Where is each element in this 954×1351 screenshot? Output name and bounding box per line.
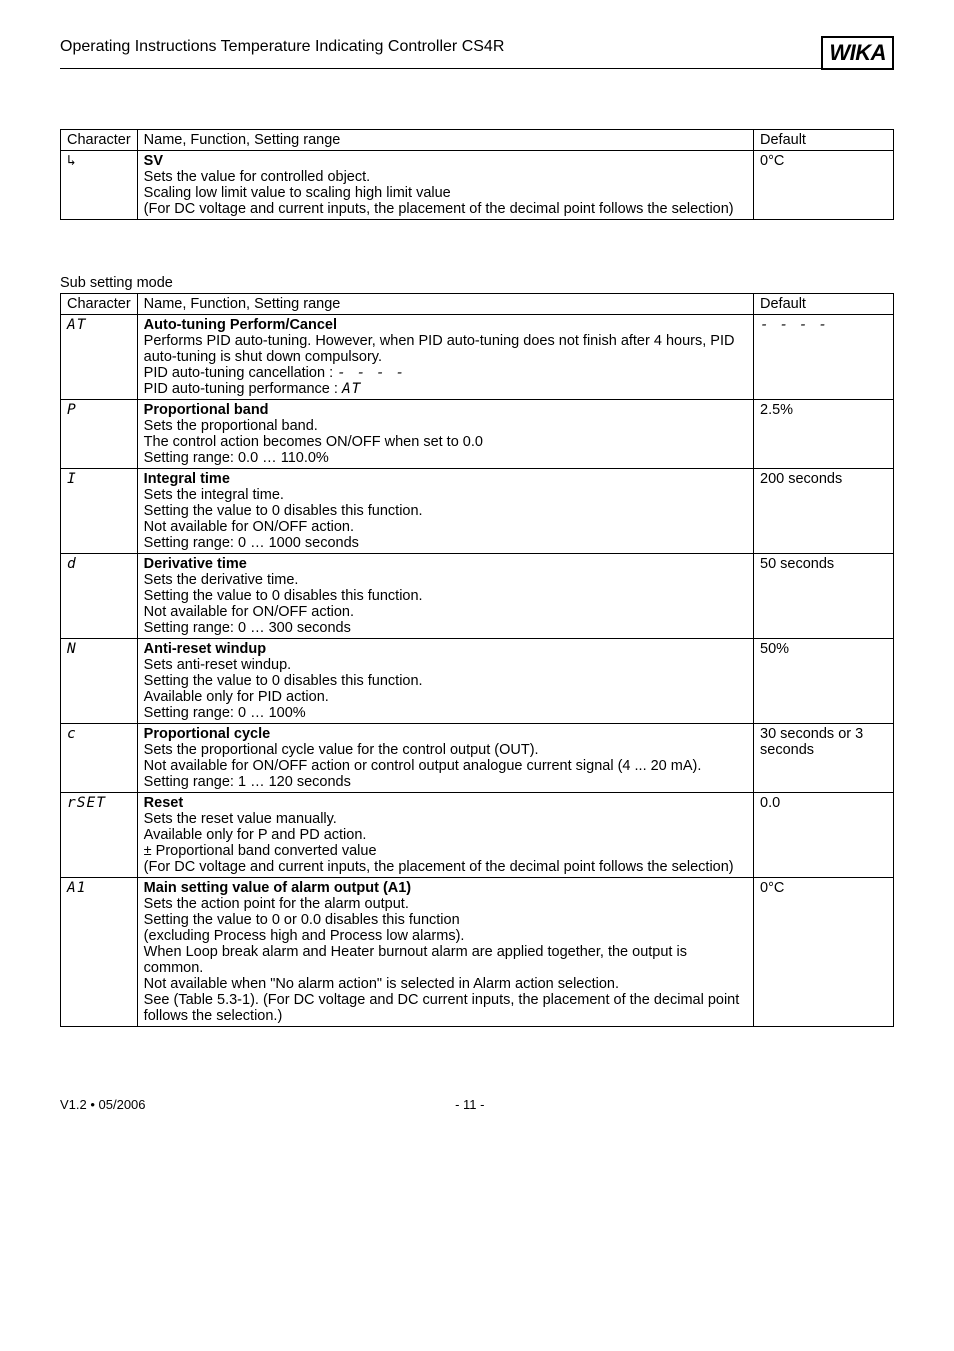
cell-description: Proportional band Sets the proportional … — [137, 400, 753, 469]
cell-description: Main setting value of alarm output (A1) … — [137, 878, 753, 1027]
row-extra1-prefix: PID auto-tuning cancellation : — [144, 365, 337, 381]
cell-character: A1 — [61, 878, 138, 1027]
footer-page-number: - 11 - — [455, 1097, 484, 1112]
table-row: AT Auto-tuning Perform/Cancel Performs P… — [61, 315, 894, 400]
table-row: N Anti-reset windup Sets anti-reset wind… — [61, 639, 894, 724]
table-row: A1 Main setting value of alarm output (A… — [61, 878, 894, 1027]
cell-description: Integral time Sets the integral time. Se… — [137, 469, 753, 554]
table-row: P Proportional band Sets the proportiona… — [61, 400, 894, 469]
row-name: Proportional band — [144, 402, 269, 418]
cell-character: I — [61, 469, 138, 554]
sub-setting-label: Sub setting mode — [60, 275, 894, 291]
cell-default: 0°C — [754, 878, 894, 1027]
cell-default: 50 seconds — [754, 554, 894, 639]
cell-description: Anti-reset windup Sets anti-reset windup… — [137, 639, 753, 724]
col-header-character: Character — [61, 130, 138, 151]
col-header-name: Name, Function, Setting range — [137, 294, 753, 315]
cell-character: P — [61, 400, 138, 469]
row-body: Sets the reset value manually. Available… — [144, 811, 734, 875]
cell-character: AT — [61, 315, 138, 400]
table-header-row: Character Name, Function, Setting range … — [61, 130, 894, 151]
cell-default: 2.5% — [754, 400, 894, 469]
table-row: d Derivative time Sets the derivative ti… — [61, 554, 894, 639]
row-body: Sets the value for controlled object. Sc… — [144, 169, 734, 217]
header-title: Operating Instructions Temperature Indic… — [60, 38, 504, 56]
page-footer: V1.2 • 05/2006 - 11 - — [60, 1097, 894, 1112]
table-row: c Proportional cycle Sets the proportion… — [61, 724, 894, 793]
col-header-name: Name, Function, Setting range — [137, 130, 753, 151]
cell-default: 0°C — [754, 151, 894, 220]
row-name: SV — [144, 153, 163, 169]
cell-default: 0.0 — [754, 793, 894, 878]
cell-description: Auto-tuning Perform/Cancel Performs PID … — [137, 315, 753, 400]
row-name: Integral time — [144, 471, 230, 487]
table-row: rSET Reset Sets the reset value manually… — [61, 793, 894, 878]
cell-description: SV Sets the value for controlled object.… — [137, 151, 753, 220]
table-row: ↳ SV Sets the value for controlled objec… — [61, 151, 894, 220]
row-extra2-seg: AT — [342, 381, 361, 397]
cell-default: 200 seconds — [754, 469, 894, 554]
row-body: Sets the action point for the alarm outp… — [144, 896, 740, 1024]
cell-default: 50% — [754, 639, 894, 724]
cell-default: 30 seconds or 3 seconds — [754, 724, 894, 793]
row-name: Reset — [144, 795, 184, 811]
col-header-default: Default — [754, 130, 894, 151]
footer-version: V1.2 • 05/2006 — [60, 1097, 146, 1112]
cell-description: Derivative time Sets the derivative time… — [137, 554, 753, 639]
row-extra2-prefix: PID auto-tuning performance : — [144, 381, 342, 397]
wika-logo: WIKA — [821, 36, 894, 70]
cell-character: d — [61, 554, 138, 639]
table-sub-setting: Character Name, Function, Setting range … — [60, 293, 894, 1027]
table-row: I Integral time Sets the integral time. … — [61, 469, 894, 554]
cell-default: - - - - — [754, 315, 894, 400]
page-header: Operating Instructions Temperature Indic… — [60, 30, 894, 69]
row-body: Sets the proportional cycle value for th… — [144, 742, 702, 790]
table-header-row: Character Name, Function, Setting range … — [61, 294, 894, 315]
row-name: Derivative time — [144, 556, 247, 572]
row-body: Sets the proportional band. The control … — [144, 418, 483, 466]
row-body: Performs PID auto-tuning. However, when … — [144, 333, 735, 365]
row-name: Proportional cycle — [144, 726, 271, 742]
row-name: Anti-reset windup — [144, 641, 266, 657]
col-header-character: Character — [61, 294, 138, 315]
cell-description: Proportional cycle Sets the proportional… — [137, 724, 753, 793]
table-top: Character Name, Function, Setting range … — [60, 129, 894, 220]
cell-description: Reset Sets the reset value manually. Ava… — [137, 793, 753, 878]
cell-character: ↳ — [61, 151, 138, 220]
cell-character: N — [61, 639, 138, 724]
row-name: Main setting value of alarm output (A1) — [144, 880, 411, 896]
row-body: Sets the derivative time. Setting the va… — [144, 572, 423, 636]
cell-character: rSET — [61, 793, 138, 878]
row-body: Sets the integral time. Setting the valu… — [144, 487, 423, 551]
row-body: Sets anti-reset windup. Setting the valu… — [144, 657, 423, 721]
col-header-default: Default — [754, 294, 894, 315]
row-extra1-seg: - - - - — [337, 365, 405, 381]
cell-character: c — [61, 724, 138, 793]
row-name: Auto-tuning Perform/Cancel — [144, 317, 337, 333]
